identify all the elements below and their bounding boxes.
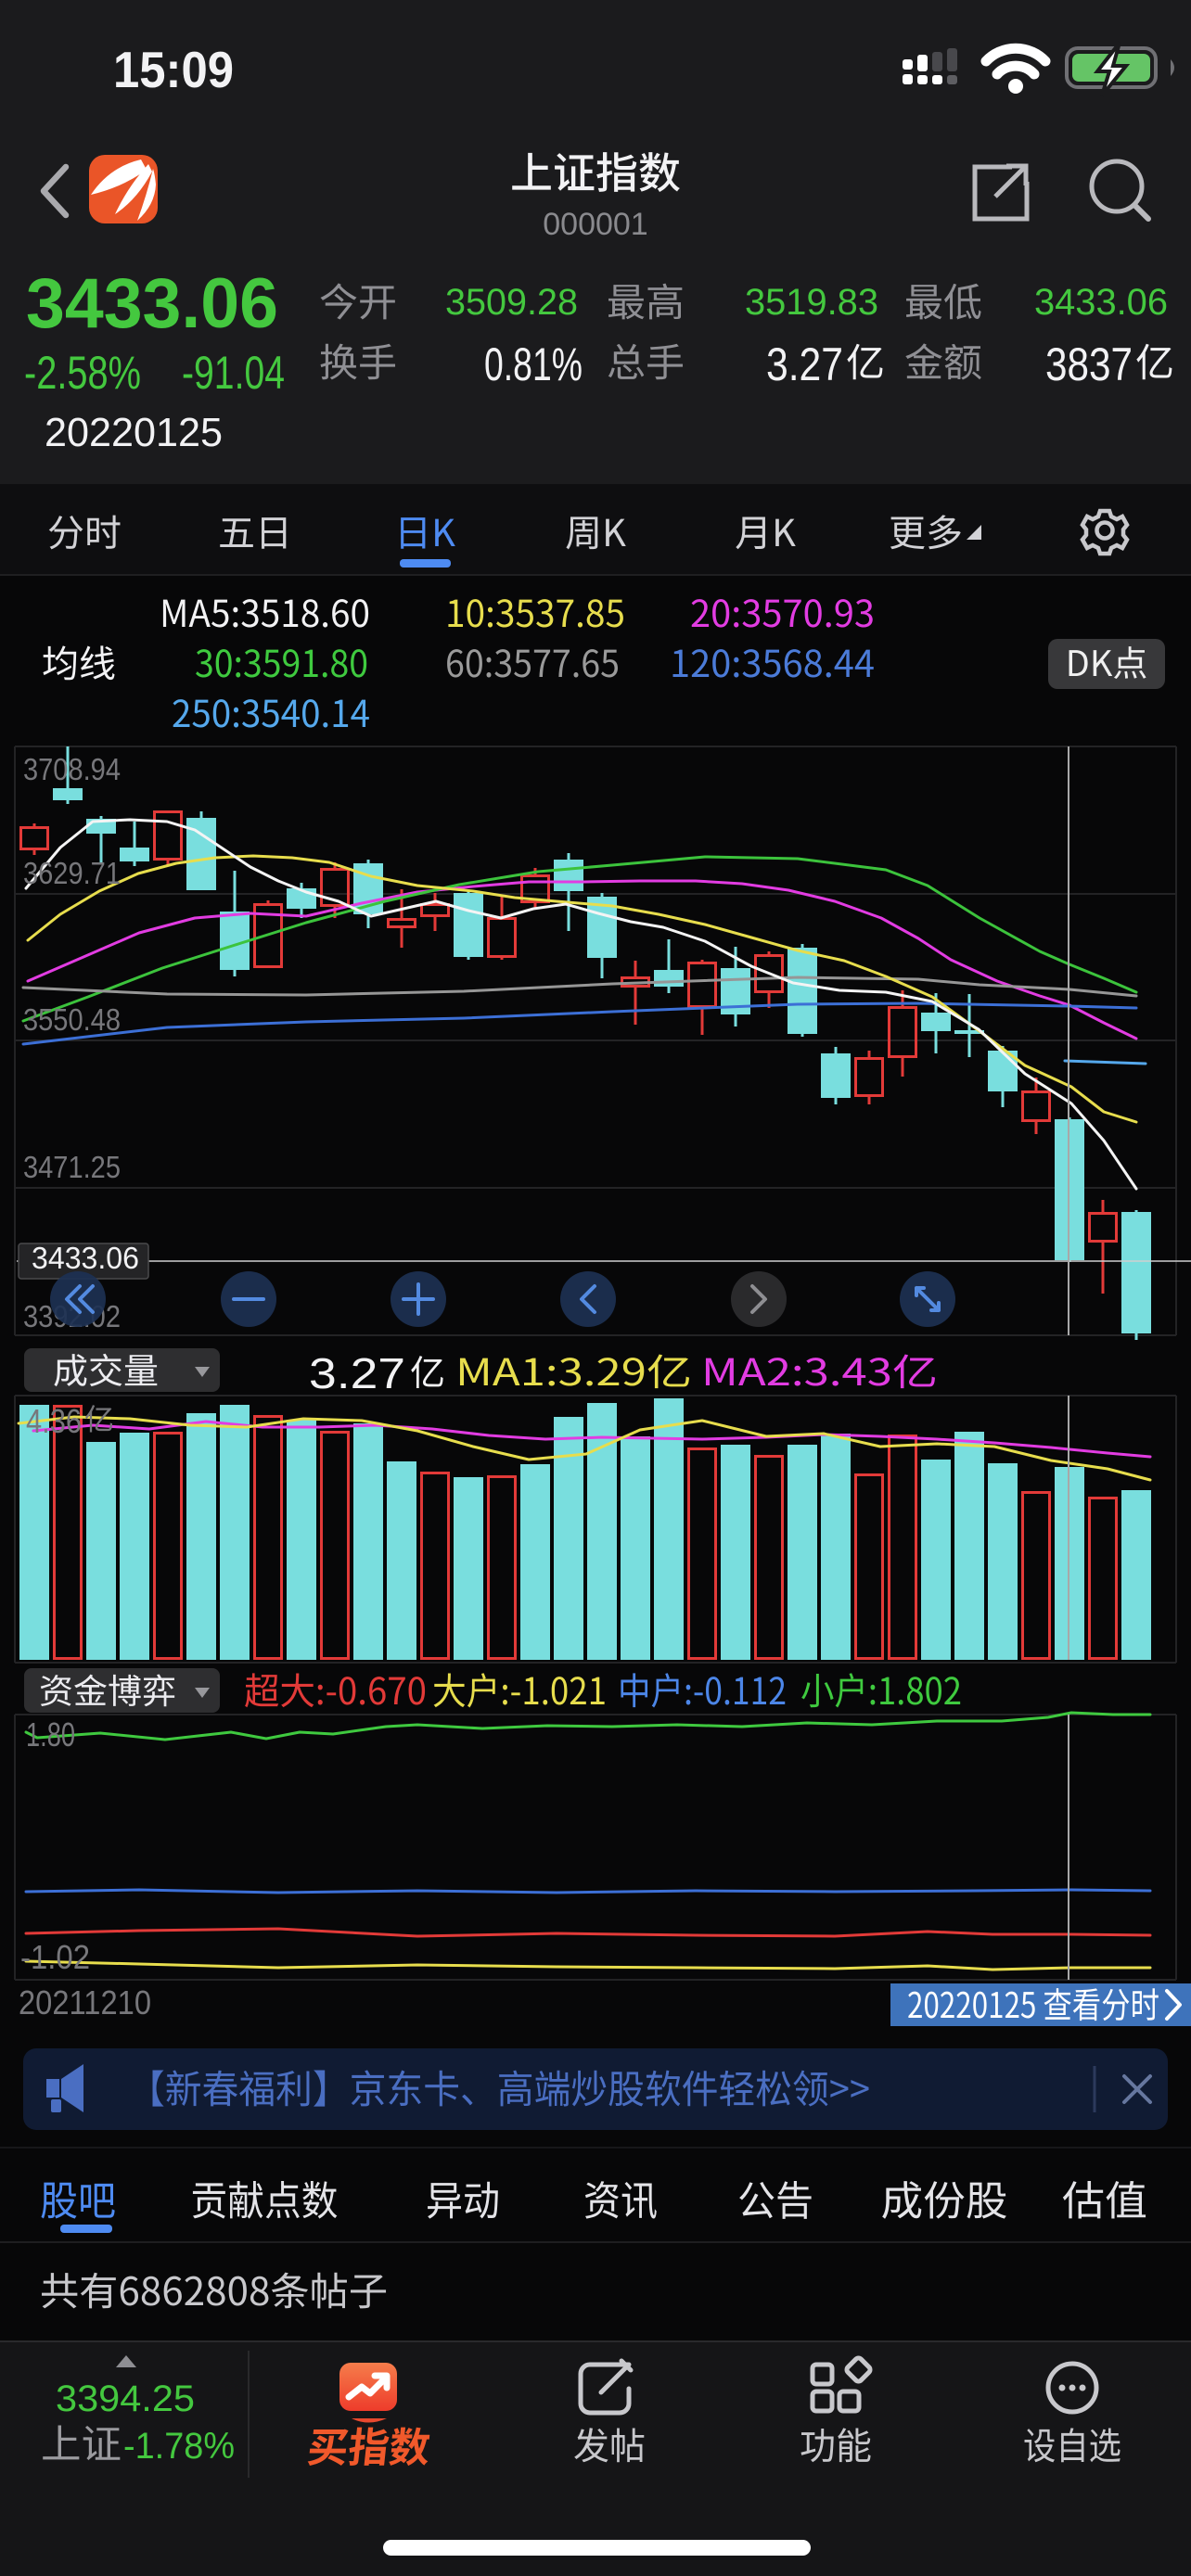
svg-text:3509.28: 3509.28 (445, 282, 578, 323)
svg-text:15:09: 15:09 (113, 41, 234, 98)
svg-text:-91.04: -91.04 (182, 347, 285, 399)
svg-text:-1.02: -1.02 (20, 1938, 90, 1976)
svg-text:3433.06: 3433.06 (26, 264, 278, 343)
svg-text:3433.06: 3433.06 (1034, 282, 1168, 323)
svg-text:3.27: 3.27 (766, 338, 843, 390)
svg-text:3433.06: 3433.06 (32, 1241, 139, 1275)
svg-text:20220125: 20220125 (45, 410, 223, 455)
svg-text:-1.78%: -1.78% (123, 2426, 235, 2467)
svg-text:3629.71: 3629.71 (23, 856, 121, 890)
svg-text:000001: 000001 (543, 207, 647, 242)
svg-text:3394.25: 3394.25 (56, 2378, 195, 2419)
svg-text:4.36: 4.36 (26, 1402, 82, 1440)
svg-text:3550.48: 3550.48 (23, 1002, 121, 1037)
svg-text:3.27: 3.27 (309, 1349, 405, 1397)
svg-text:0.81%: 0.81% (484, 338, 583, 390)
svg-text:3519.83: 3519.83 (745, 282, 878, 323)
svg-text:-2.58%: -2.58% (24, 347, 141, 399)
svg-text:3708.94: 3708.94 (23, 752, 121, 786)
svg-text:20211210: 20211210 (19, 1983, 151, 2021)
svg-text:1.80: 1.80 (26, 1715, 75, 1753)
svg-text:3837: 3837 (1045, 338, 1133, 390)
svg-text:3471.25: 3471.25 (23, 1150, 121, 1184)
